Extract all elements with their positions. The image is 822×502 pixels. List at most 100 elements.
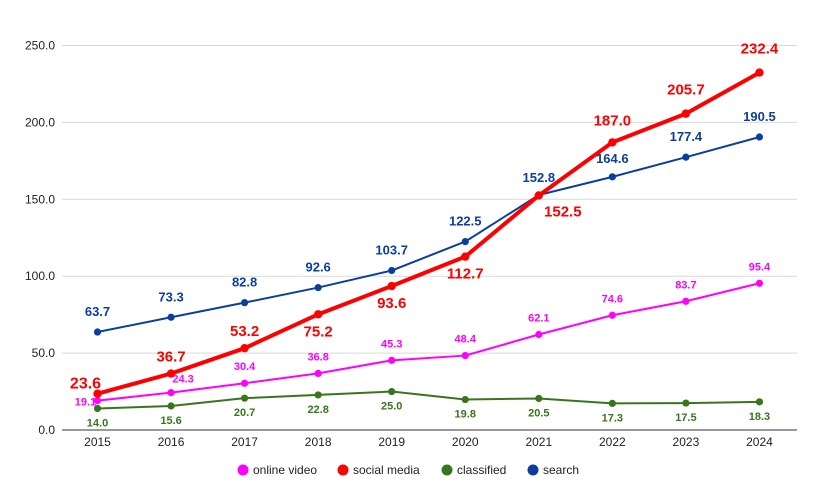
online-video-point	[461, 351, 469, 360]
data-labels: 14.0 15.6 20.7 22.8 25.0 19.8 20.5 17.3 17.5 18.3…	[70, 41, 779, 430]
online-video-data-label: 95.4	[749, 261, 771, 273]
online-video-data-label: 45.3	[381, 338, 402, 350]
social-media-point	[93, 389, 102, 398]
x-tick-label: 2022	[599, 435, 626, 449]
classified-data-label: 22.8	[307, 404, 328, 416]
social-media-data-label: 53.2	[230, 323, 259, 340]
social-media-data-label: 23.6	[70, 376, 101, 393]
search-data-label: 190.5	[743, 109, 776, 124]
classified-point	[314, 391, 322, 399]
search-data-label: 73.3	[158, 289, 183, 304]
x-tick-label: 2023	[673, 435, 700, 449]
online-video-point	[167, 389, 175, 397]
y-tick-label: 0.0	[38, 423, 55, 437]
online-video-data-label: 30.4	[234, 361, 256, 373]
social-media-series	[93, 68, 764, 398]
x-tick-label: 2015	[84, 435, 111, 449]
search-point	[314, 283, 322, 292]
legend-label: classified	[457, 463, 506, 477]
social-media-data-label: 152.5	[544, 203, 582, 220]
classified-data-label: 20.5	[528, 407, 549, 419]
classified-data-label: 17.5	[675, 412, 696, 424]
search-data-label: 177.4	[670, 129, 703, 144]
search-data-label: 122.5	[449, 214, 482, 229]
classified-data-label: 25.0	[381, 401, 402, 413]
online-video-data-label: 62.1	[528, 312, 549, 324]
y-axis: 0.0 50.0 100.0 150.0 200.0 250.0	[25, 39, 55, 438]
legend-item-social-media: social media	[337, 463, 420, 477]
grid-lines	[62, 45, 797, 431]
search-data-label: 92.6	[305, 260, 330, 275]
social-media-point	[461, 252, 470, 261]
x-tick-label: 2017	[231, 435, 258, 449]
online-video-point	[535, 330, 543, 339]
online-video-data-label: 19.1	[75, 397, 96, 409]
social-media-point	[681, 109, 691, 118]
search-point	[461, 237, 469, 246]
search-data-label: 63.7	[85, 304, 110, 319]
search-point	[167, 313, 175, 321]
y-tick-label: 100.0	[25, 269, 55, 283]
legend-item-online-video: online video	[237, 463, 317, 477]
legend-item-classified: classified	[441, 463, 506, 477]
legend-item-search: search	[527, 463, 579, 477]
series-lines	[93, 68, 764, 413]
y-tick-label: 200.0	[25, 115, 55, 129]
social-media-line	[96, 70, 761, 396]
social-media-point	[755, 68, 764, 77]
social-media-point	[240, 343, 249, 353]
search-data-label: 152.8	[523, 170, 556, 185]
y-tick-label: 250.0	[25, 39, 55, 53]
search-data-label: 164.6	[596, 151, 629, 166]
search-point	[388, 266, 396, 275]
search-point	[682, 153, 690, 161]
search-data-label: 103.7	[375, 243, 408, 258]
classified-data-label: 17.3	[602, 412, 623, 424]
x-tick-label: 2020	[452, 435, 479, 449]
search-data-label: 82.8	[232, 275, 257, 290]
legend-marker	[237, 464, 249, 476]
classified-data-label: 18.3	[749, 411, 770, 423]
classified-point	[535, 394, 543, 403]
classified-point	[461, 395, 469, 404]
search-line	[97, 136, 760, 334]
classified-data-label: 14.0	[87, 417, 108, 429]
y-tick-label: 150.0	[25, 192, 55, 206]
classified-point	[167, 402, 175, 410]
legend-label: social media	[353, 463, 420, 477]
online-video-point	[241, 379, 249, 387]
social-media-data-label: 75.2	[304, 323, 333, 340]
x-tick-label: 2021	[525, 435, 552, 449]
online-video-series	[93, 279, 764, 405]
social-media-point	[387, 281, 396, 291]
classified-point	[388, 387, 396, 396]
classified-data-label: 15.6	[160, 415, 181, 427]
classified-point	[608, 399, 616, 407]
online-video-point	[608, 311, 616, 319]
x-tick-label: 2024	[746, 435, 773, 449]
classified-line	[97, 390, 760, 410]
y-tick-label: 50.0	[32, 346, 56, 360]
search-point	[241, 299, 249, 307]
search-series	[93, 133, 764, 336]
social-media-data-label: 93.6	[377, 295, 406, 312]
classified-series	[93, 387, 764, 413]
online-video-point	[93, 397, 102, 405]
online-video-data-label: 83.7	[675, 279, 696, 291]
classified-data-label: 20.7	[234, 407, 255, 419]
online-video-data-label: 48.4	[455, 334, 477, 346]
x-axis: 2015 2016 2017 2018 2019 2020 2021 2022 2023 2024	[84, 435, 773, 449]
classified-point	[755, 398, 764, 406]
online-video-data-label: 74.6	[602, 293, 623, 305]
x-tick-label: 2016	[158, 435, 185, 449]
social-media-data-label: 205.7	[667, 82, 705, 99]
search-point	[608, 173, 616, 181]
online-video-point	[682, 297, 690, 305]
social-media-data-label: 187.0	[594, 112, 632, 129]
legend: online video social media classified search	[237, 463, 579, 477]
classified-data-label: 19.8	[455, 409, 476, 421]
social-media-point	[166, 369, 176, 378]
online-video-point	[388, 356, 396, 364]
legend-label: online video	[253, 463, 317, 477]
